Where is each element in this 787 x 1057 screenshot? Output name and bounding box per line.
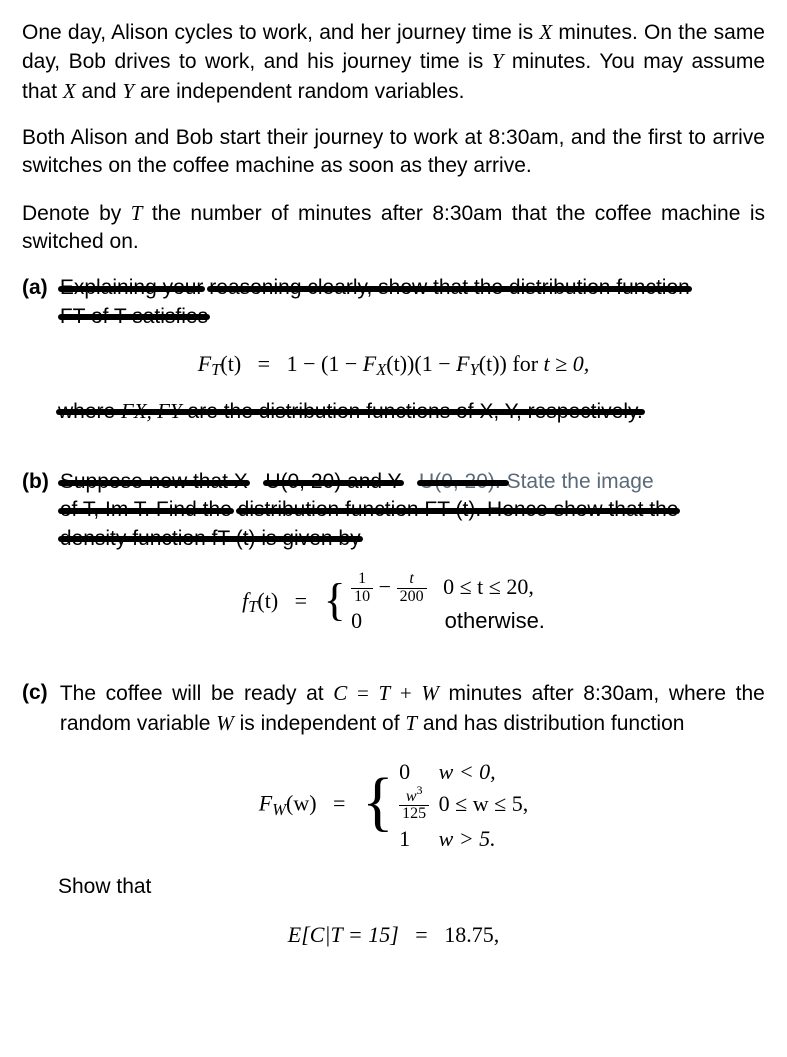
b-strike-2l: of T, Im T. Find the <box>60 498 232 521</box>
part-c: (c) The coffee will be ready at C = T + … <box>22 679 765 738</box>
part-b: (b) Suppose now that X U(0, 20) and Y U(… <box>22 468 765 553</box>
c-Fw-equation: FW(w) = { 0 w < 0, w3125 0 ≤ w ≤ 5, 1 w … <box>22 756 765 855</box>
intro-para-3: Denote by T the number of minutes after … <box>22 199 765 257</box>
b-strike-1l: Suppose now that X <box>60 470 248 493</box>
b-strike-2r: distribution function FT (t). Hence show… <box>238 498 679 521</box>
b-strike-1m: U(0, 20) and Y <box>265 470 401 493</box>
b-strike-1r: U(0, 20). <box>419 470 507 493</box>
a-strike-line1-right: reasoning clearly, show that the distrib… <box>209 276 690 299</box>
b-equation: fT(t) = { 110 − t200 0 ≤ t ≤ 20, 0 other… <box>22 571 765 635</box>
c-showthat: Show that <box>22 873 765 901</box>
a-strike-line1-left: Explaining your <box>60 276 204 299</box>
intro-para-2: Both Alison and Bob start their journey … <box>22 124 765 181</box>
part-a: (a) Explaining your reasoning clearly, s… <box>22 274 765 331</box>
c-final-equation: E[C|T = 15] = 18.75, <box>22 920 765 950</box>
part-c-label: (c) <box>22 679 54 707</box>
problem-page: One day, Alison cycles to work, and her … <box>0 0 787 985</box>
part-b-label: (b) <box>22 468 54 496</box>
a-strike-line3: where FX, FY are the distribution functi… <box>22 397 765 426</box>
a-strike-line2: FT of T satisfies <box>60 305 208 328</box>
a-equation: FT(t) = 1 − (1 − FX(t))(1 − FY(t)) for t… <box>22 349 765 379</box>
b-strike-3: density function fT (t) is given by <box>60 527 361 550</box>
intro-para-1: One day, Alison cycles to work, and her … <box>22 18 765 106</box>
part-a-label: (a) <box>22 274 54 302</box>
b-visible-tail: State the image <box>507 470 654 493</box>
